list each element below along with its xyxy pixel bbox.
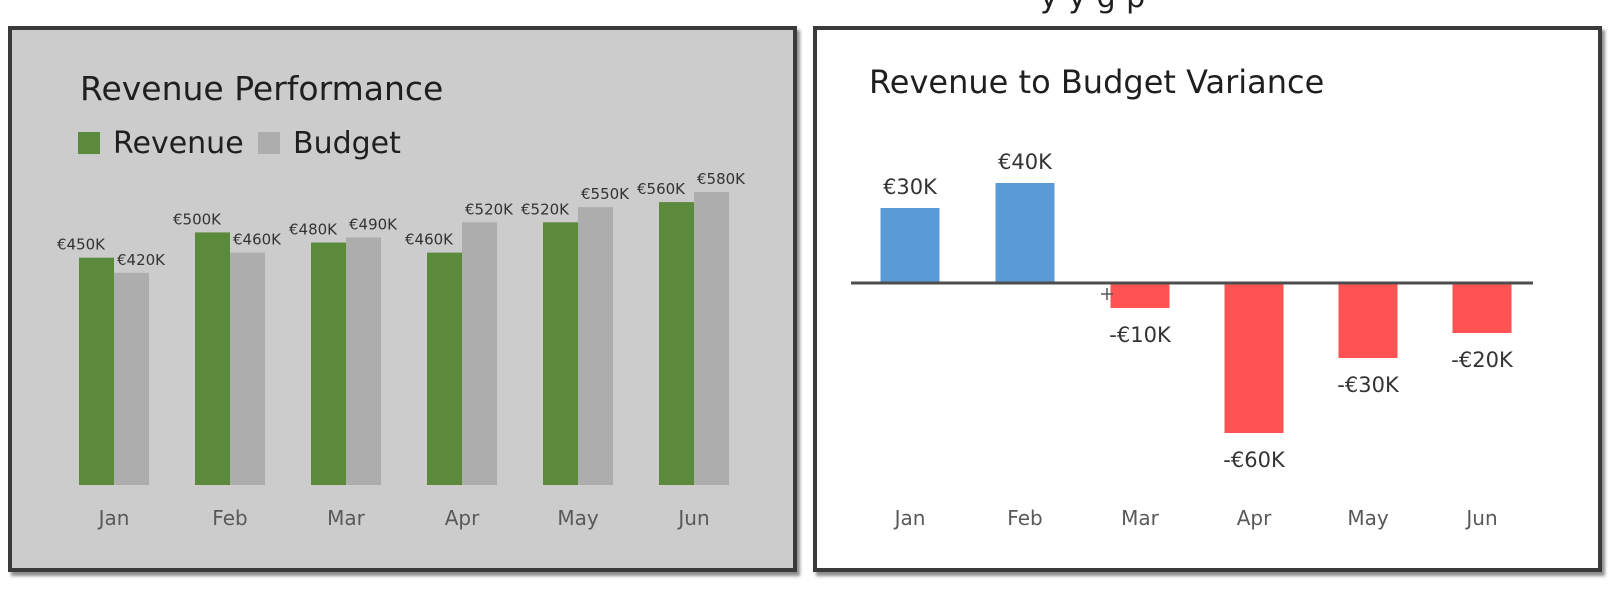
chart-title: Revenue Performance	[80, 69, 443, 108]
bar-budget-mar	[346, 237, 381, 485]
cursor-crosshair-icon	[1101, 288, 1113, 300]
legend-swatch-revenue	[78, 132, 100, 154]
variance-bar-jun	[1452, 283, 1512, 333]
bar-revenue-may	[543, 222, 578, 485]
legend-swatch-budget	[258, 132, 280, 154]
revenue-performance-chart: Revenue Performance Revenue Budget €450K €42…	[57, 69, 746, 530]
data-label-budget-feb: €460K	[233, 231, 282, 249]
variance-label-apr: -€60K	[1223, 448, 1286, 472]
bar-revenue-jan	[79, 257, 114, 485]
x-tick-label-may: May	[1347, 506, 1389, 530]
x-tick-label-mar: Mar	[327, 506, 366, 530]
legend-label-revenue: Revenue	[113, 126, 244, 161]
chart-title: Revenue to Budget Variance	[869, 63, 1324, 101]
data-label-revenue-apr: €460K	[405, 231, 454, 249]
bar-budget-apr	[462, 222, 497, 485]
variance-bar-feb	[995, 183, 1055, 283]
x-tick-label-jan: Jan	[893, 506, 926, 530]
x-tick-label-jan: Jan	[97, 506, 130, 530]
x-tick-label-mar: Mar	[1121, 506, 1160, 530]
variance-bar-jan	[880, 208, 940, 283]
x-tick-label-feb: Feb	[1007, 506, 1042, 530]
x-tick-label-apr: Apr	[445, 506, 480, 530]
bar-revenue-mar	[311, 242, 346, 485]
data-label-revenue-may: €520K	[521, 200, 570, 218]
revenue-performance-panel: Revenue Performance Revenue Budget €450K €42…	[8, 26, 797, 572]
variance-label-feb: €40K	[998, 150, 1053, 174]
bar-budget-feb	[230, 252, 265, 485]
data-label-revenue-jan: €450K	[57, 236, 106, 254]
variance-chart: Revenue to Budget Variance €30K Jan €40K Feb…	[851, 63, 1533, 530]
variance-panel: Revenue to Budget Variance €30K Jan €40K Feb…	[813, 26, 1602, 572]
data-label-budget-may: €550K	[581, 185, 630, 203]
variance-bar-may	[1338, 283, 1398, 358]
variance-label-jun: -€20K	[1451, 348, 1514, 372]
bar-revenue-jun	[659, 202, 694, 485]
bar-budget-may	[578, 207, 613, 486]
legend-label-budget: Budget	[293, 126, 401, 161]
data-label-budget-jan: €420K	[117, 251, 166, 269]
data-label-budget-apr: €520K	[465, 200, 514, 218]
data-label-budget-jun: €580K	[697, 170, 746, 188]
bar-budget-jan	[114, 272, 149, 485]
data-label-revenue-mar: €480K	[289, 221, 338, 239]
x-tick-label-may: May	[557, 506, 599, 530]
x-tick-label-apr: Apr	[1237, 506, 1272, 530]
variance-bar-apr	[1224, 283, 1284, 433]
data-label-revenue-feb: €500K	[173, 210, 222, 228]
variance-label-jan: €30K	[883, 175, 938, 199]
bar-revenue-feb	[195, 232, 230, 485]
bar-budget-jun	[694, 192, 729, 485]
bar-revenue-apr	[427, 252, 462, 485]
x-tick-label-jun: Jun	[1464, 506, 1497, 530]
variance-bar-mar	[1110, 283, 1170, 308]
data-label-budget-mar: €490K	[349, 215, 398, 233]
variance-label-mar: -€10K	[1109, 323, 1172, 347]
variance-label-may: -€30K	[1337, 373, 1400, 397]
x-tick-label-feb: Feb	[212, 506, 247, 530]
clipped-header-text: y y g p	[1040, 0, 1146, 15]
data-label-revenue-jun: €560K	[637, 180, 686, 198]
x-tick-label-jun: Jun	[676, 506, 709, 530]
